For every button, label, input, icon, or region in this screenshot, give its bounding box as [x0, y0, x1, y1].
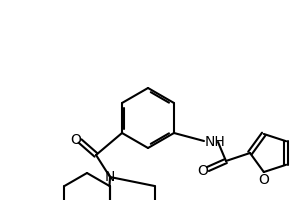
Text: N: N	[105, 170, 115, 184]
Text: O: O	[197, 164, 208, 178]
Text: NH: NH	[205, 135, 226, 149]
Text: O: O	[258, 173, 269, 187]
Text: O: O	[70, 133, 82, 147]
